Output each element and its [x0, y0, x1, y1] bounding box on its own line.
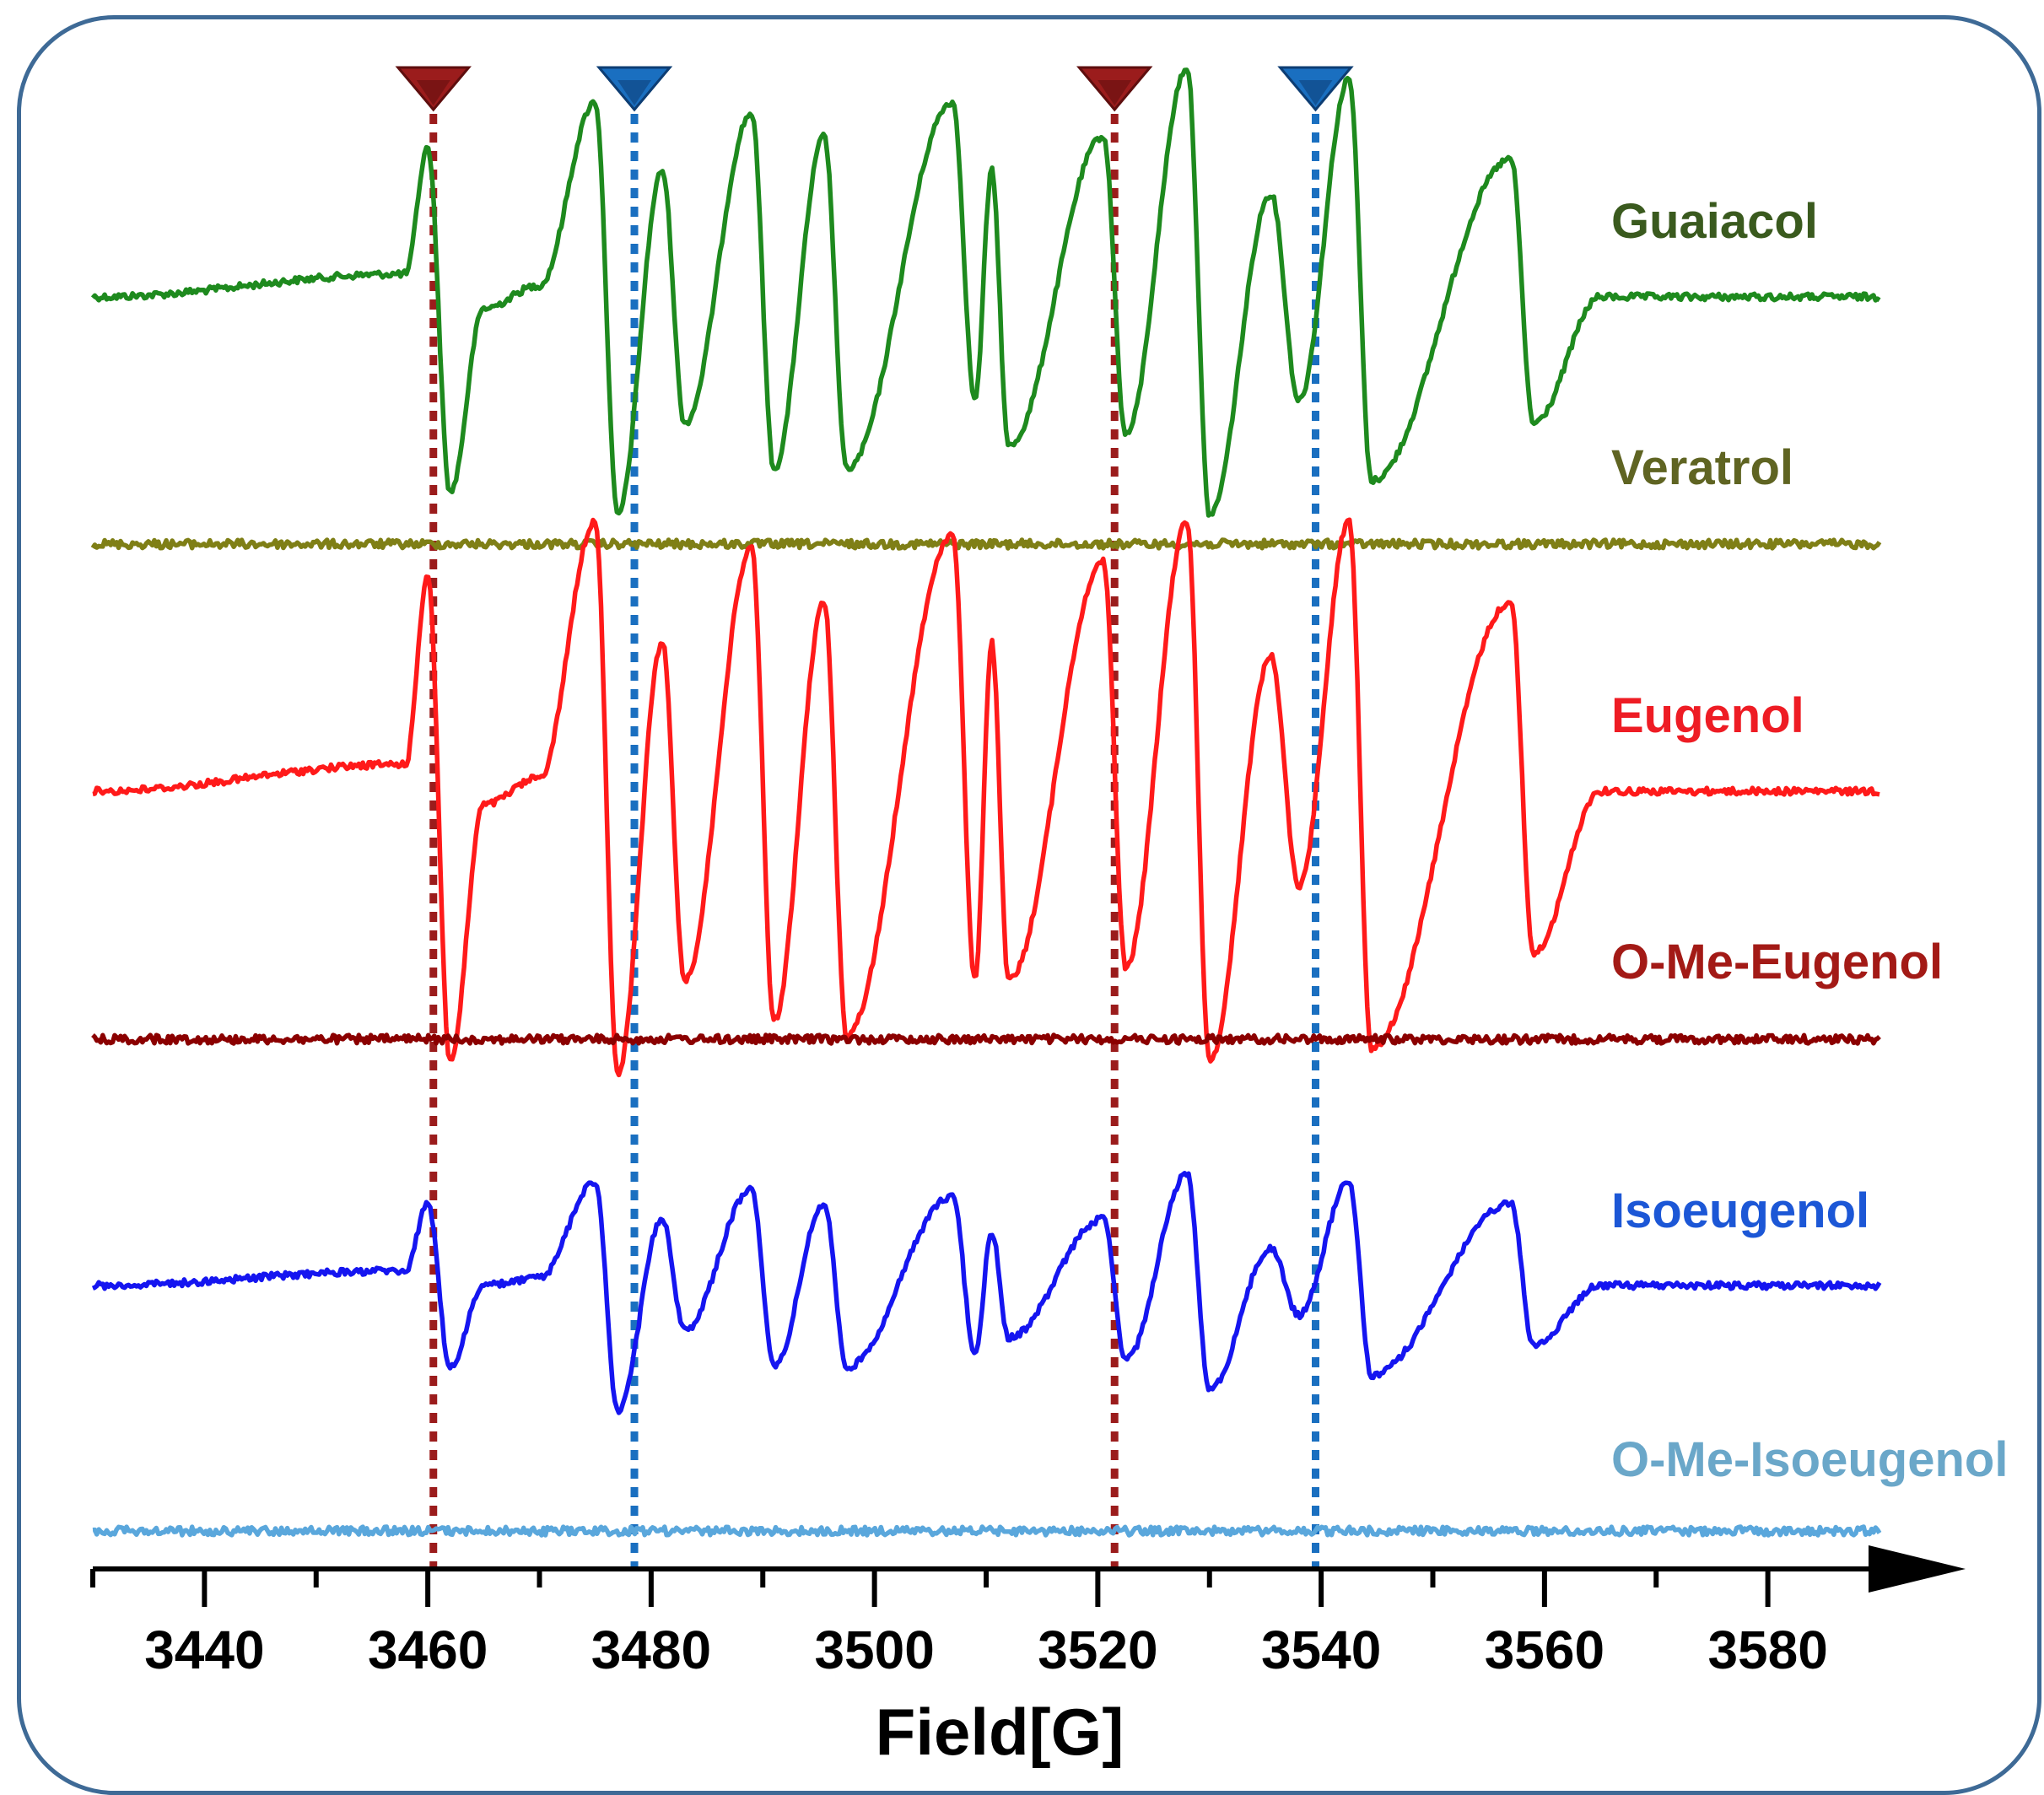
x-tick-label: 3520 [1038, 1620, 1157, 1680]
series-line-o-me-isoeugenol [92, 1524, 1882, 1538]
series-line-guaiacol [90, 67, 1881, 518]
series-label-o-me-isoeugenol: O-Me-Isoeugenol [1611, 1432, 2008, 1487]
x-axis [93, 1545, 1966, 1593]
x-tick-label: 3500 [814, 1620, 934, 1680]
x-tick-label: 3480 [591, 1620, 711, 1680]
series-label-guaiacol: Guaiacol [1611, 194, 1818, 249]
spectra-traces [90, 67, 1882, 1538]
series-line-eugenol [92, 517, 1880, 1078]
series-label-veratrol: Veratrol [1611, 440, 1793, 495]
series-line-o-me-eugenol [91, 1032, 1881, 1046]
x-tick-label: 3580 [1707, 1620, 1827, 1680]
field-markers [395, 66, 1354, 1577]
x-tick-label: 3460 [368, 1620, 488, 1680]
x-axis-arrowhead [1869, 1545, 1966, 1593]
series-label-eugenol: Eugenol [1611, 688, 1804, 743]
x-tick-label: 3540 [1261, 1620, 1381, 1680]
x-axis-ticks: 3440 3460 3480 3500 3520 3540 3560 3580 [90, 1569, 1882, 1680]
series-line-veratrol [90, 537, 1882, 551]
series-labels: Guaiacol Veratrol Eugenol O-Me-Eugenol Isoeu… [1611, 194, 2008, 1487]
x-axis-title: Field[G] [876, 1695, 1124, 1769]
series-label-o-me-eugenol: O-Me-Eugenol [1611, 935, 1943, 989]
series-line-isoeugenol [91, 1171, 1882, 1415]
x-tick-label: 3560 [1485, 1620, 1604, 1680]
x-tick-label: 3440 [144, 1620, 264, 1680]
series-label-isoeugenol: Isoeugenol [1611, 1183, 1869, 1238]
